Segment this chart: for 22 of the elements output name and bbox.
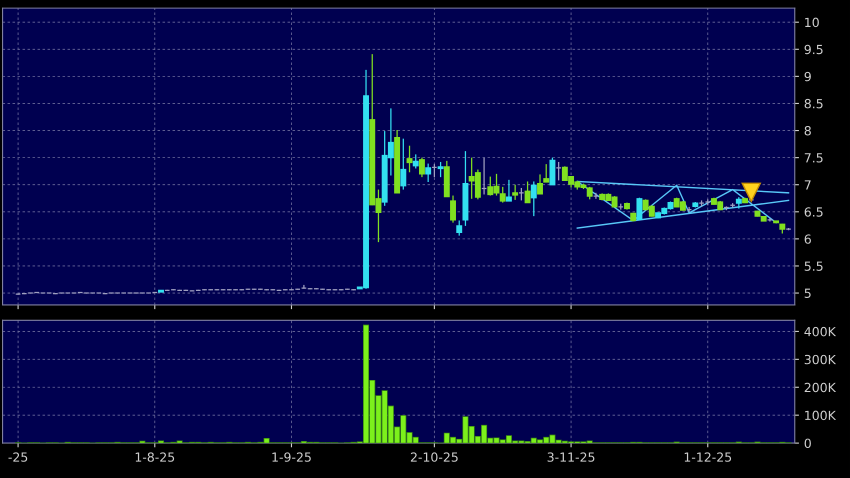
y-tick-label: 8.5 xyxy=(804,98,823,108)
y-tick-label: 400K xyxy=(804,326,836,336)
y-tick-label: 7.5 xyxy=(804,153,823,163)
y-tick-label: 10 xyxy=(805,18,819,28)
y-tick-label: 200K xyxy=(804,382,836,392)
y-tick-label: 7 xyxy=(804,180,811,190)
y-tick-label: 6 xyxy=(804,234,811,244)
y-tick-label: 9 xyxy=(804,72,811,82)
y-tick-label: 0 xyxy=(804,438,811,448)
x-tick-label: -25 xyxy=(8,452,28,462)
x-tick-label: 2-10-25 xyxy=(410,452,458,462)
x-tick-label: 1-8-25 xyxy=(136,452,174,462)
y-tick-label: 5.5 xyxy=(804,262,823,271)
x-tick-label: 3-11-25 xyxy=(548,452,594,462)
y-tick-label: 6.5 xyxy=(804,207,823,217)
y-tick-label: 8 xyxy=(804,126,811,136)
y-tick-label: 300K xyxy=(804,354,836,364)
x-tick-label: 1-9-25 xyxy=(272,452,311,462)
y-tick-label: 9.5 xyxy=(804,44,823,54)
x-tick-label: 1-12-25 xyxy=(684,452,732,462)
y-tick-label: 100K xyxy=(805,410,836,420)
y-tick-label: 5 xyxy=(804,288,811,298)
